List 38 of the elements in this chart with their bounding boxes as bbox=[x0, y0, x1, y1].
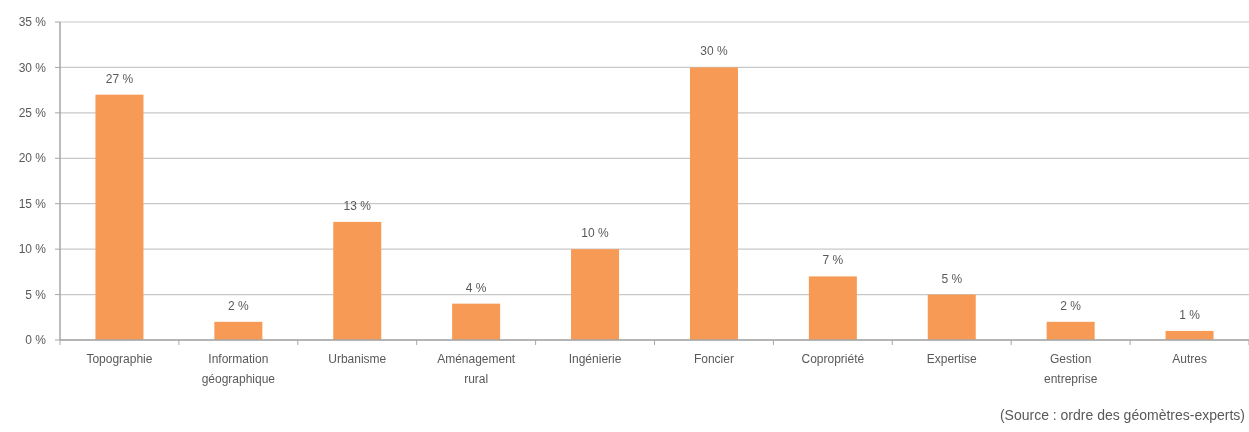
y-tick-label: 20 % bbox=[18, 151, 47, 166]
x-tick-label: Autres bbox=[1172, 352, 1207, 366]
data-label: 1 % bbox=[1179, 307, 1201, 322]
bar bbox=[333, 221, 382, 340]
data-label: 30 % bbox=[700, 44, 728, 59]
data-label: 4 % bbox=[465, 280, 487, 295]
bar bbox=[808, 276, 857, 340]
text: (Source : ordre des géomètres-experts) bbox=[999, 407, 1245, 423]
data-label: 13 % bbox=[343, 198, 372, 213]
bar bbox=[689, 67, 738, 340]
bar bbox=[214, 321, 263, 340]
x-tick-label: Aménagement rural bbox=[437, 352, 516, 386]
bar bbox=[1046, 321, 1095, 340]
bar bbox=[927, 294, 976, 340]
data-label: 2 % bbox=[228, 298, 250, 313]
x-tick-label: Expertise bbox=[926, 352, 978, 366]
bar bbox=[571, 249, 620, 340]
x-tick-label: Copropriété bbox=[801, 352, 865, 366]
y-tick-label: 15 % bbox=[18, 196, 47, 211]
data-label: 10 % bbox=[581, 226, 610, 241]
x-tick-label: Foncier bbox=[693, 352, 734, 366]
bar bbox=[452, 303, 501, 340]
bar bbox=[95, 94, 144, 340]
y-tick-label: 0 % bbox=[25, 333, 47, 348]
x-tick-label: Urbanisme bbox=[328, 352, 387, 366]
data-label: 7 % bbox=[822, 253, 844, 268]
y-tick-label: 5 % bbox=[25, 287, 47, 302]
data-label: 27 % bbox=[105, 71, 134, 86]
y-tick-label: 30 % bbox=[18, 60, 47, 75]
data-label: 5 % bbox=[941, 271, 963, 286]
y-tick-label: 35 % bbox=[18, 15, 47, 30]
x-tick-label: Gestion entreprise bbox=[1043, 352, 1098, 386]
y-tick-label: 25 % bbox=[18, 106, 47, 121]
x-tick-label: Ingénierie bbox=[568, 352, 622, 366]
data-label: 2 % bbox=[1060, 298, 1082, 313]
x-tick-label: Topographie bbox=[86, 352, 153, 366]
y-tick-label: 10 % bbox=[18, 242, 47, 257]
x-tick-label: Information géographique bbox=[201, 352, 276, 386]
